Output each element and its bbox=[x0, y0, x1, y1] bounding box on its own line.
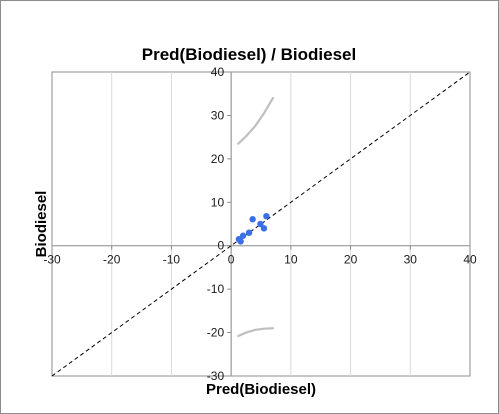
y-tick-label: 30 bbox=[211, 108, 225, 122]
data-point bbox=[245, 229, 253, 236]
y-tick-label: 10 bbox=[211, 195, 225, 209]
reference-line-diagonal bbox=[51, 71, 471, 377]
reference-line bbox=[51, 71, 471, 377]
data-point bbox=[263, 212, 270, 220]
x-tick-label: 40 bbox=[463, 253, 477, 267]
data-point bbox=[260, 225, 268, 232]
y-tick-label: 0 bbox=[217, 239, 224, 253]
axes bbox=[51, 71, 471, 377]
plot-area bbox=[51, 71, 471, 377]
data-point bbox=[239, 232, 247, 239]
x-tick-label: -20 bbox=[103, 253, 121, 267]
y-tick-label: 40 bbox=[211, 65, 225, 79]
y-axis-title: Biodiesel bbox=[33, 191, 50, 258]
data-point bbox=[237, 238, 244, 245]
y-tick-label: -30 bbox=[207, 369, 225, 383]
x-tick-label: -30 bbox=[43, 253, 61, 267]
chart-title: Pred(Biodiesel) / Biodiesel bbox=[142, 45, 356, 64]
x-tick-label: 20 bbox=[344, 253, 358, 267]
x-axis-title: Pred(Biodiesel) bbox=[206, 381, 316, 398]
confidence-curve-upper bbox=[237, 96, 275, 145]
y-tick-label: -10 bbox=[207, 282, 225, 296]
confidence-curves bbox=[237, 96, 275, 338]
x-tick-label: 10 bbox=[284, 253, 298, 267]
x-tick-label: 0 bbox=[228, 253, 235, 267]
data-point bbox=[257, 220, 264, 228]
x-tick-label: 30 bbox=[404, 253, 418, 267]
y-tick-label: 20 bbox=[211, 152, 225, 166]
data-point bbox=[249, 216, 256, 223]
y-tick-labels: -30 -20 -10 0 10 20 30 40 bbox=[207, 65, 225, 383]
data-points bbox=[235, 212, 270, 245]
confidence-curve-lower bbox=[237, 327, 275, 338]
x-tick-label: -10 bbox=[163, 253, 181, 267]
x-tick-labels: -30 -20 -10 0 10 20 30 40 bbox=[43, 253, 477, 267]
y-tick-label: -20 bbox=[207, 326, 225, 340]
